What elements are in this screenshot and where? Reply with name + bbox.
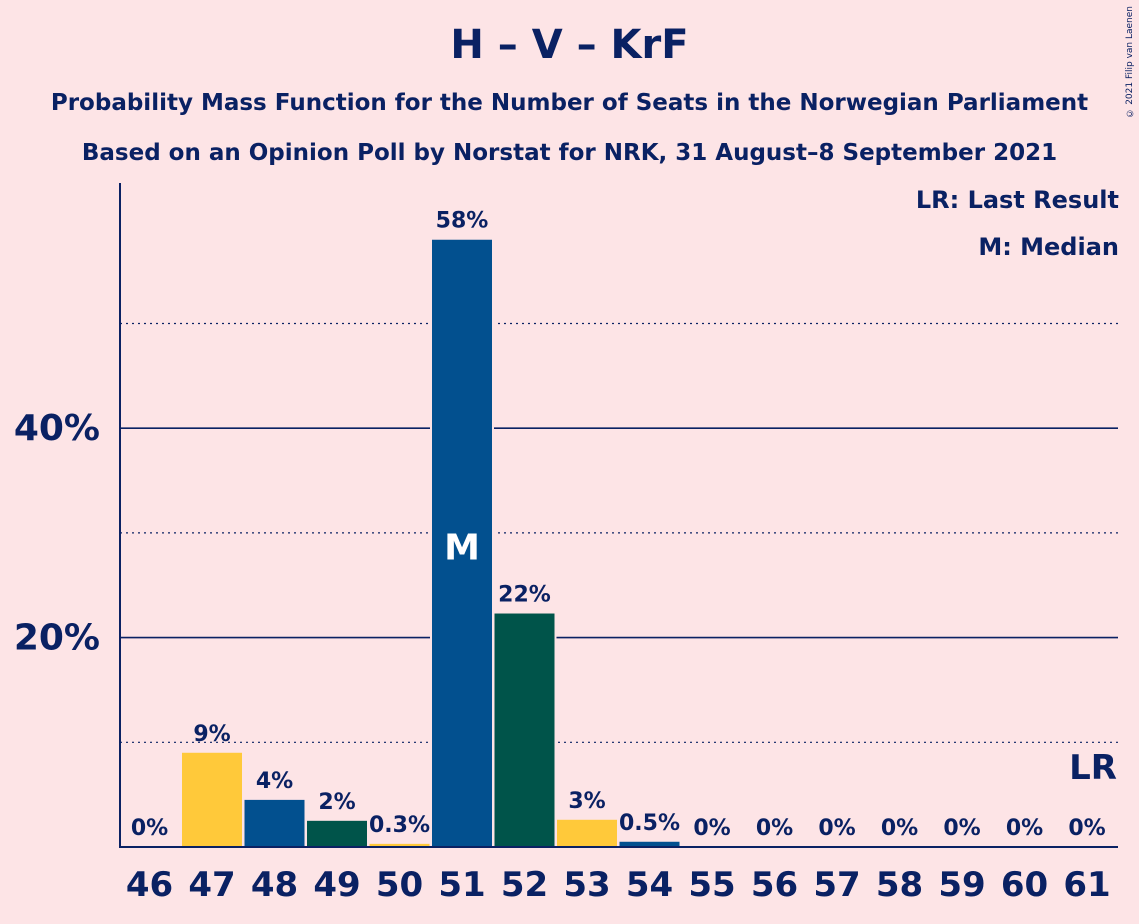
x-tick-label: 51 <box>438 865 485 905</box>
bar-value-label: 9% <box>193 722 230 747</box>
x-tick-label: 54 <box>626 865 673 905</box>
bar-value-label: 0% <box>1006 816 1043 841</box>
y-tick-label: 40% <box>14 408 100 449</box>
bar-value-label: 0.3% <box>369 813 430 838</box>
x-tick-label: 47 <box>188 865 235 905</box>
bar-value-label: 0% <box>818 816 855 841</box>
bar-value-label: 2% <box>318 790 355 815</box>
bar-value-label: 3% <box>568 789 605 814</box>
bar <box>369 843 430 847</box>
bar-value-label: 4% <box>256 769 293 794</box>
x-tick-label: 53 <box>563 865 610 905</box>
x-tick-label: 55 <box>688 865 735 905</box>
bar <box>557 819 617 847</box>
x-tick-label: 57 <box>813 865 860 905</box>
bar <box>494 613 555 847</box>
chart-subtitle-2: Based on an Opinion Poll by Norstat for … <box>81 140 1058 166</box>
bar-value-label: 58% <box>436 209 489 234</box>
bar-value-label: 0% <box>756 816 793 841</box>
chart-subtitle-1: Probability Mass Function for the Number… <box>50 90 1089 116</box>
x-tick-label: 56 <box>751 865 798 905</box>
bar <box>619 841 680 847</box>
x-tick-label: 49 <box>313 865 360 905</box>
chart-title: H – V – KrF <box>450 22 689 68</box>
legend-median: M: Median <box>978 233 1119 261</box>
bar-value-label: 0.5% <box>619 811 680 836</box>
x-tick-label: 50 <box>376 865 423 905</box>
bar-value-label: 0% <box>693 816 730 841</box>
x-tick-label: 48 <box>251 865 298 905</box>
bar <box>307 820 367 847</box>
last-result-marker: LR <box>1069 748 1117 788</box>
bar-value-label: 22% <box>498 583 551 608</box>
y-tick-label: 20% <box>14 618 100 659</box>
bar-value-label: 0% <box>881 816 918 841</box>
x-tick-label: 61 <box>1063 865 1110 905</box>
bar-value-label: 0% <box>1068 816 1105 841</box>
x-tick-label: 52 <box>501 865 548 905</box>
x-tick-label: 59 <box>938 865 985 905</box>
x-tick-label: 46 <box>126 865 173 905</box>
legend-last-result: LR: Last Result <box>915 186 1119 214</box>
bar <box>182 752 242 847</box>
bar <box>432 239 492 848</box>
bar <box>244 799 305 847</box>
x-tick-label: 60 <box>1001 865 1048 905</box>
x-tick-label: 58 <box>876 865 923 905</box>
median-marker: M <box>444 527 480 568</box>
bar-value-label: 0% <box>943 816 980 841</box>
bar-value-label: 0% <box>131 816 168 841</box>
